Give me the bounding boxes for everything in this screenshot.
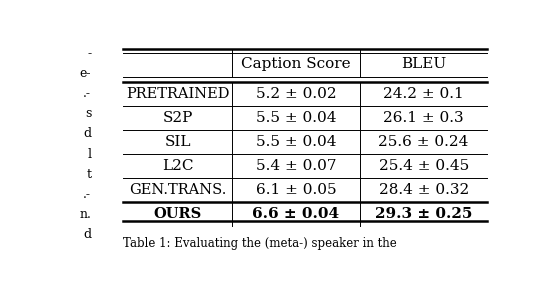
Text: GEN.TRANS.: GEN.TRANS. [129, 183, 226, 197]
Text: BLEU: BLEU [401, 57, 446, 71]
Text: SIL: SIL [164, 135, 191, 149]
Text: e-: e- [79, 67, 91, 80]
Text: t: t [86, 168, 91, 181]
Text: 6.6 ± 0.04: 6.6 ± 0.04 [252, 207, 339, 221]
Text: Caption Score: Caption Score [241, 57, 351, 71]
Text: 29.3 ± 0.25: 29.3 ± 0.25 [375, 207, 472, 221]
Text: d: d [83, 228, 91, 241]
Text: 5.2 ± 0.02: 5.2 ± 0.02 [256, 87, 336, 101]
Text: 25.6 ± 0.24: 25.6 ± 0.24 [379, 135, 469, 149]
Text: n.: n. [79, 208, 91, 221]
Text: 26.1 ± 0.3: 26.1 ± 0.3 [384, 111, 464, 125]
Text: L2C: L2C [162, 159, 193, 173]
Text: l: l [87, 148, 91, 161]
Text: S2P: S2P [162, 111, 193, 125]
Text: .-: .- [83, 87, 91, 100]
Text: 5.5 ± 0.04: 5.5 ± 0.04 [256, 135, 336, 149]
Text: 5.5 ± 0.04: 5.5 ± 0.04 [256, 111, 336, 125]
Text: 28.4 ± 0.32: 28.4 ± 0.32 [379, 183, 469, 197]
Text: d: d [83, 127, 91, 140]
Text: 6.1 ± 0.05: 6.1 ± 0.05 [256, 183, 336, 197]
Text: 5.4 ± 0.07: 5.4 ± 0.07 [256, 159, 336, 173]
Text: Table 1: Evaluating the (meta-) speaker in the: Table 1: Evaluating the (meta-) speaker … [123, 237, 397, 250]
Text: .-: .- [83, 188, 91, 201]
Text: OURS: OURS [153, 207, 202, 221]
Text: s: s [85, 107, 91, 120]
Text: 24.2 ± 0.1: 24.2 ± 0.1 [384, 87, 464, 101]
Text: 25.4 ± 0.45: 25.4 ± 0.45 [379, 159, 469, 173]
Text: -: - [87, 47, 91, 60]
Text: PRETRAINED: PRETRAINED [126, 87, 229, 101]
